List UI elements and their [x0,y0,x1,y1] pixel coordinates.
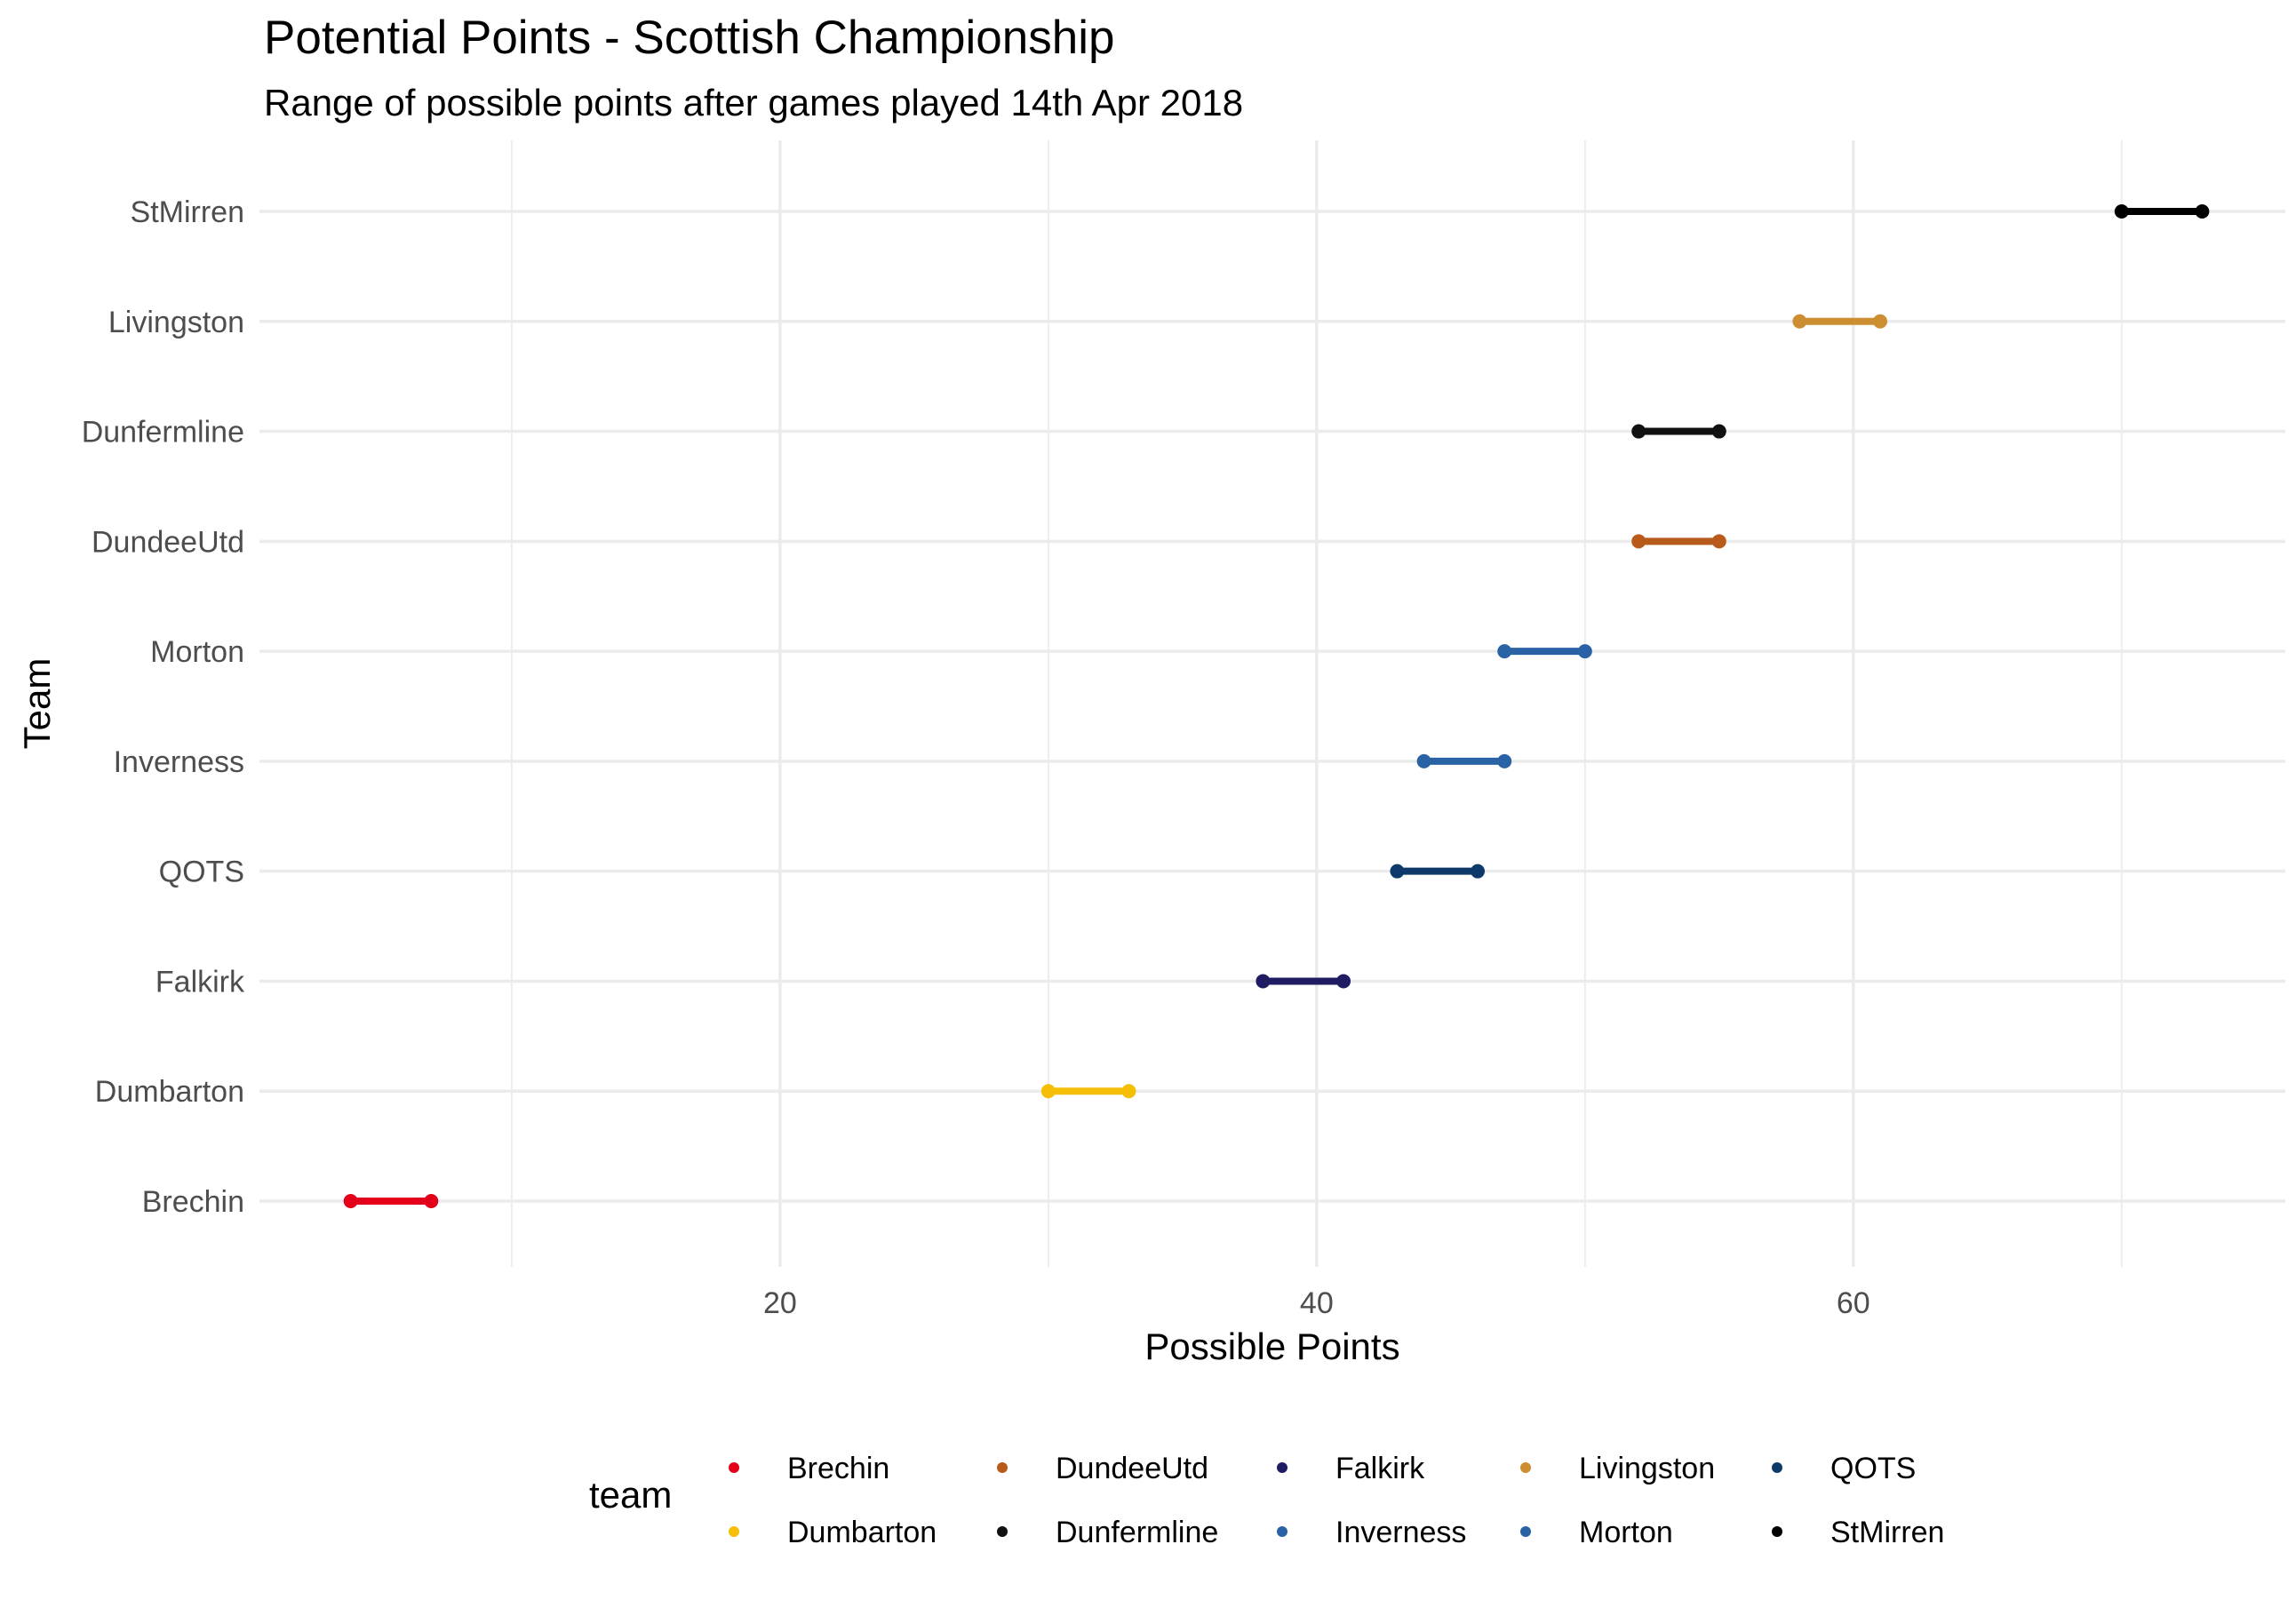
legend-key-dumbarton [729,1526,739,1537]
x-axis-tick-labels: 20 40 60 [763,1286,1870,1320]
legend-label-dundeeutd: DundeeUtd [1056,1452,1208,1485]
max-point-inverness [1497,753,1512,768]
y-tick-label-dunfermline: Dunfermline [82,416,244,450]
min-point-dunfermline [1631,424,1646,439]
min-point-inverness [1416,753,1431,768]
min-point-morton [1497,644,1512,659]
min-point-stmirren [2114,204,2129,219]
min-point-falkirk [1256,974,1271,989]
legend-key-inverness [1277,1526,1288,1537]
y-axis-tick-labels: Brechin Dumbarton Falkirk QOTS Inverness Mort… [82,195,245,1219]
chart-title: Potential Points - Scottish Championship [264,12,1114,64]
y-tick-label-livingston: Livingston [108,306,244,339]
y-tick-label-morton: Morton [150,635,244,669]
y-tick-label-stmirren: StMirren [131,195,244,229]
legend-label-brechin: Brechin [787,1452,889,1485]
max-point-dumbarton [1121,1084,1136,1099]
x-tick-label-60: 60 [1837,1286,1870,1320]
min-point-qots [1390,864,1405,879]
max-point-brechin [424,1194,439,1208]
max-point-qots [1471,864,1486,879]
legend-key-livingston [1520,1462,1531,1473]
y-tick-label-brechin: Brechin [142,1185,244,1219]
y-tick-label-falkirk: Falkirk [155,965,245,999]
data-marks [343,204,2210,1208]
legend-label-qots: QOTS [1830,1452,1916,1485]
y-tick-label-inverness: Inverness [114,745,244,779]
legend-key-dundeeutd [997,1462,1008,1473]
max-point-stmirren [2195,204,2210,219]
legend-key-qots [1772,1462,1782,1473]
legend-key-falkirk [1277,1462,1288,1473]
max-point-falkirk [1336,974,1351,989]
min-point-brechin [343,1194,358,1208]
legend-key-stmirren [1772,1526,1782,1537]
legend-title: team [589,1474,672,1516]
max-point-morton [1577,644,1592,659]
grid-lines [259,140,2285,1267]
y-tick-label-qots: QOTS [159,856,244,889]
x-axis-title: Possible Points [1144,1325,1399,1367]
legend-label-inverness: Inverness [1335,1516,1466,1549]
max-point-dunfermline [1711,424,1726,439]
legend-label-dunfermline: Dunfermline [1056,1516,1218,1549]
y-tick-label-dumbarton: Dumbarton [95,1075,244,1109]
chart-subtitle: Range of possible points after games pla… [264,82,1243,123]
legend-label-falkirk: Falkirk [1335,1452,1425,1485]
min-point-dumbarton [1040,1084,1056,1099]
x-tick-label-40: 40 [1300,1286,1334,1320]
legend-label-dumbarton: Dumbarton [787,1516,937,1549]
max-point-dundeeutd [1711,534,1726,549]
min-point-dundeeutd [1631,534,1646,549]
y-axis-title: Team [16,658,58,750]
legend: Brechin Dumbarton DundeeUtd Dunfermline Falk… [729,1452,1944,1549]
legend-label-livingston: Livingston [1579,1452,1715,1485]
max-point-livingston [1873,314,1887,329]
legend-key-dunfermline [997,1526,1008,1537]
legend-key-brechin [729,1462,739,1473]
legend-label-morton: Morton [1579,1516,1673,1549]
legend-key-morton [1520,1526,1531,1537]
legend-label-stmirren: StMirren [1830,1516,1944,1549]
y-tick-label-dundeeutd: DundeeUtd [92,525,244,559]
x-tick-label-20: 20 [763,1286,797,1320]
min-point-livingston [1792,314,1807,329]
